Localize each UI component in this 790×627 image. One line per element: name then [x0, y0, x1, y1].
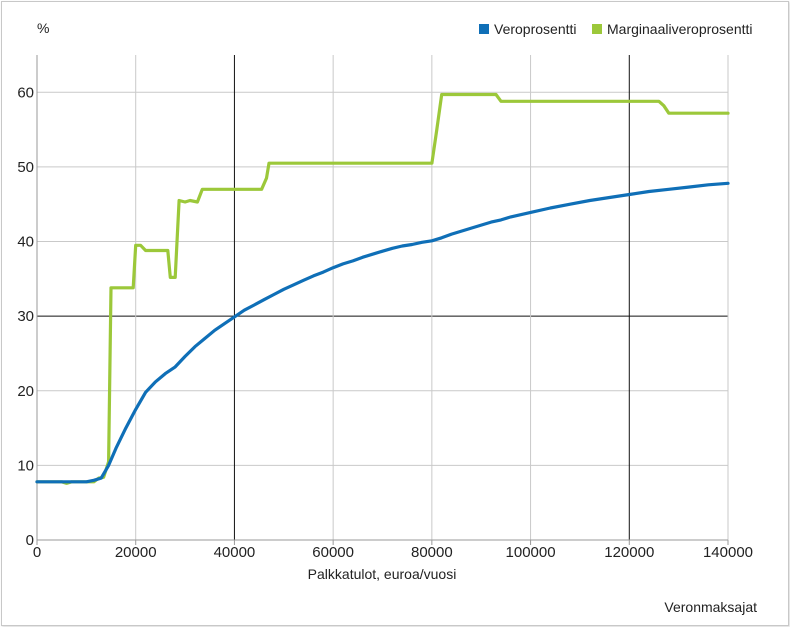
legend-swatch-marginaaliveroprosentti	[592, 24, 602, 34]
x-tick-label: 140000	[703, 544, 753, 561]
x-tick-label: 100000	[506, 544, 556, 561]
x-tick-label: 0	[33, 544, 41, 561]
x-tick-label: 120000	[604, 544, 654, 561]
legend-label-veroprosentti: Veroprosentti	[494, 21, 577, 37]
y-unit-label: %	[37, 20, 49, 36]
x-tick-label: 40000	[214, 544, 256, 561]
grid	[37, 55, 729, 540]
x-tick-label: 60000	[312, 544, 354, 561]
series-lines	[35, 92, 730, 485]
y-tick-label: 0	[26, 532, 34, 549]
y-tick-label: 30	[17, 308, 34, 325]
series-line-veroprosentti	[35, 181, 730, 484]
source-label: Veronmaksajat	[664, 599, 757, 615]
x-axis-label: Palkkatulot, euroa/vuosi	[308, 566, 457, 582]
y-tick-label: 20	[17, 383, 34, 400]
legend-label-marginaaliveroprosentti: Marginaaliveroprosentti	[607, 21, 753, 37]
legend-swatch-veroprosentti	[479, 24, 489, 34]
y-tick-label: 10	[17, 457, 34, 474]
y-tick-label: 40	[17, 234, 34, 251]
tick-labels: 0 20000 40000 60000 80000 100000 120000 140000 0…	[17, 84, 753, 561]
series-line-marginaaliveroprosentti	[35, 92, 730, 485]
y-tick-label: 50	[17, 159, 34, 176]
x-tick-label: 20000	[115, 544, 157, 561]
y-tick-label: 60	[17, 84, 34, 101]
x-tick-label: 80000	[411, 544, 453, 561]
legend: Veroprosentti Marginaaliveroprosentti	[479, 21, 753, 37]
axes	[36, 55, 729, 545]
